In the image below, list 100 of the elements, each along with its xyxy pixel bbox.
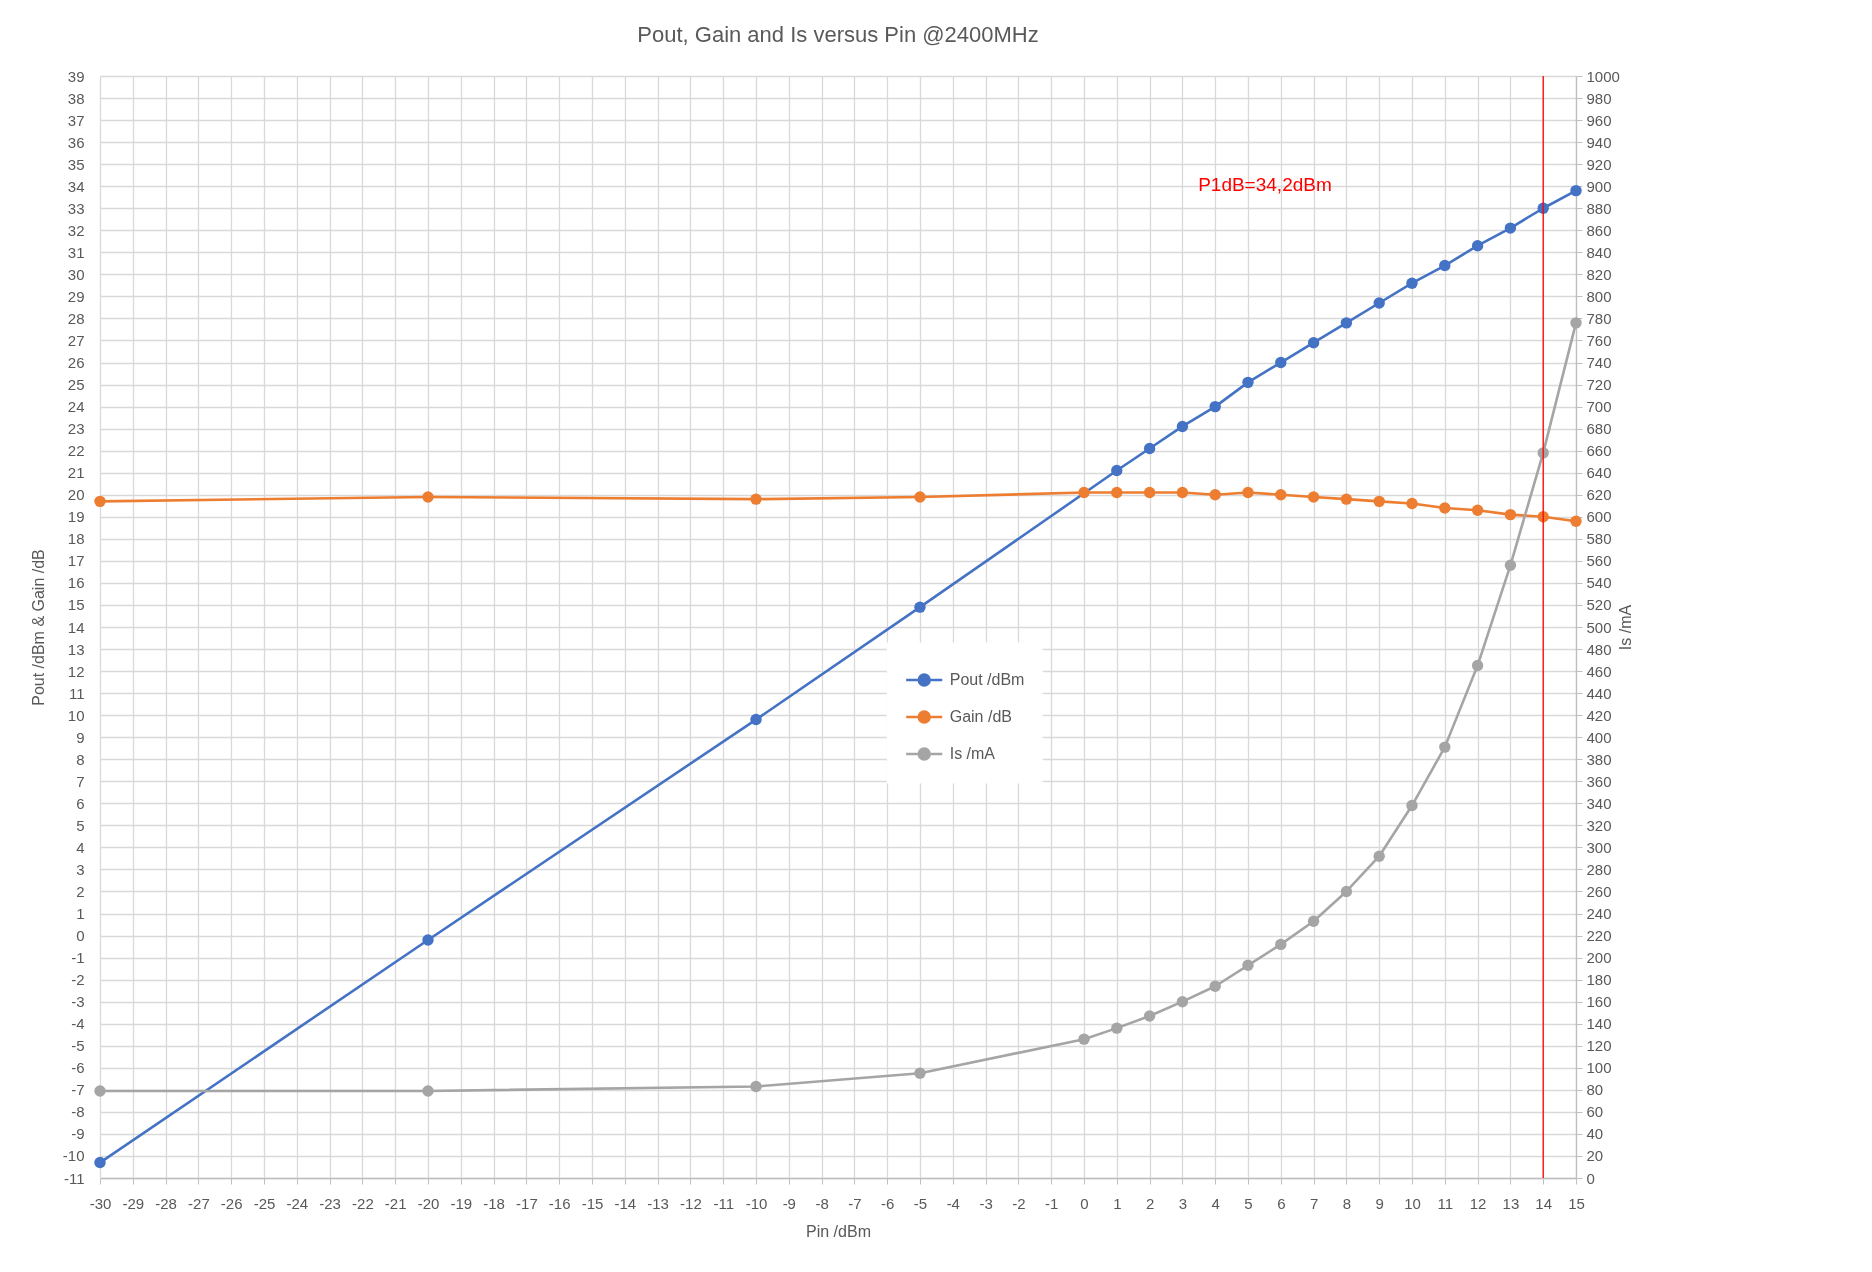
x-tick-label: -13 [647, 1194, 669, 1212]
y2-tick-label: 640 [1586, 464, 1612, 482]
x-tick-label: 0 [1080, 1194, 1089, 1212]
y2-tick-label: 240 [1586, 905, 1612, 923]
point [1439, 502, 1451, 514]
point [1471, 504, 1484, 516]
y2-tick-label: 280 [1586, 860, 1612, 878]
y-tick-label: -4 [71, 1015, 85, 1033]
y-tick-label: 6 [76, 794, 85, 812]
y-tick-label: -3 [71, 993, 85, 1011]
y-tick-label: 13 [67, 640, 85, 658]
point [422, 934, 434, 946]
y-tick-label: 39 [67, 67, 85, 85]
x-tick-label: 8 [1342, 1194, 1352, 1212]
y2-tick-label: 740 [1586, 354, 1612, 372]
y-tick-label: 19 [67, 508, 85, 526]
x-tick-label: -26 [220, 1194, 243, 1212]
point [1242, 486, 1254, 499]
point [914, 601, 926, 613]
x-tick-label: -22 [352, 1194, 374, 1212]
point [1275, 938, 1287, 951]
x-tick-label: -18 [483, 1194, 505, 1212]
y2-tick-label: 400 [1586, 728, 1612, 746]
y2-tick-label: 20 [1586, 1147, 1604, 1165]
x-axis-title: Pin /dBm [806, 1222, 871, 1240]
y-tick-label: 18 [67, 530, 85, 548]
point [1340, 317, 1353, 329]
point [1504, 508, 1517, 521]
point [1111, 464, 1123, 477]
x-tick-label: 2 [1145, 1194, 1155, 1212]
point [1471, 240, 1484, 252]
x-tick-label: 5 [1244, 1194, 1253, 1212]
point [1307, 915, 1320, 927]
y2-tick-label: 360 [1586, 772, 1612, 790]
y2-tick-label: 880 [1586, 199, 1612, 217]
y2-tick-label: 480 [1586, 640, 1612, 658]
y-tick-label: 36 [67, 133, 85, 151]
y-tick-label: -2 [71, 971, 85, 989]
y2-tick-label: 540 [1586, 574, 1612, 592]
y-tick-label: 12 [67, 662, 85, 680]
x-tick-label: -30 [89, 1194, 112, 1212]
chart-title: Pout, Gain and Is versus Pin @2400MHz [637, 22, 1039, 47]
y2-tick-label: 440 [1586, 684, 1612, 702]
legend-label: Pout /dBm [949, 670, 1025, 688]
point [1242, 959, 1254, 971]
y2-tick-label: 800 [1586, 287, 1612, 305]
y2-tick-label: 820 [1586, 265, 1612, 283]
point [1143, 442, 1156, 455]
point [914, 1067, 926, 1079]
x-tick-label: 15 [1568, 1194, 1585, 1212]
y2-tick-label: 140 [1586, 1015, 1612, 1033]
point [1373, 850, 1385, 862]
x-tick-label: -23 [319, 1194, 341, 1212]
y-tick-label: 15 [67, 596, 85, 614]
point [1570, 317, 1582, 329]
y-tick-label: 4 [76, 838, 85, 856]
point [422, 491, 434, 503]
x-tick-label: -29 [122, 1194, 145, 1212]
x-tick-label: -4 [946, 1194, 960, 1212]
x-tick-label: -6 [881, 1194, 895, 1212]
y2-tick-label: 600 [1586, 508, 1612, 526]
y-tick-label: -10 [62, 1147, 85, 1165]
x-tick-label: 3 [1178, 1194, 1188, 1212]
y-tick-label: -9 [71, 1125, 85, 1143]
point [1078, 1033, 1090, 1045]
y-tick-label: -7 [71, 1081, 85, 1099]
y-tick-label: 27 [67, 331, 85, 349]
y2-tick-label: 340 [1586, 794, 1612, 812]
y-tick-label: 0 [76, 927, 85, 945]
y-tick-label: 21 [67, 464, 85, 482]
point [1373, 495, 1385, 508]
x-tick-label: -10 [745, 1194, 768, 1212]
point [1340, 493, 1353, 505]
x-tick-label: -17 [516, 1194, 538, 1212]
y2-tick-label: 0 [1586, 1169, 1595, 1187]
y2-tick-label: 60 [1586, 1103, 1604, 1121]
y-tick-label: 22 [67, 442, 85, 460]
point [1373, 297, 1385, 309]
legend-label: Gain /dB [949, 707, 1012, 725]
y-tick-label: 33 [67, 199, 85, 217]
x-tick-label: 10 [1404, 1194, 1421, 1212]
point [1078, 486, 1090, 499]
x-tick-label: -9 [782, 1194, 796, 1212]
point [1307, 491, 1320, 503]
point [1570, 515, 1582, 527]
x-tick-label: 7 [1309, 1194, 1319, 1212]
point [1340, 885, 1353, 898]
point [94, 1085, 106, 1097]
x-tick-label: -1 [1045, 1194, 1059, 1212]
point [1209, 400, 1221, 413]
y2-tick-label: 380 [1586, 750, 1612, 768]
y-tick-label: 34 [67, 177, 85, 195]
x-tick-label: -27 [188, 1194, 210, 1212]
point [1307, 336, 1320, 349]
x-tick-label: 9 [1375, 1194, 1384, 1212]
point [1406, 799, 1418, 812]
annotation: P1dB=34,2dBm [1198, 174, 1332, 196]
y-tick-label: 11 [68, 684, 85, 702]
point [1143, 486, 1156, 499]
y2-tick-label: 520 [1586, 596, 1612, 614]
